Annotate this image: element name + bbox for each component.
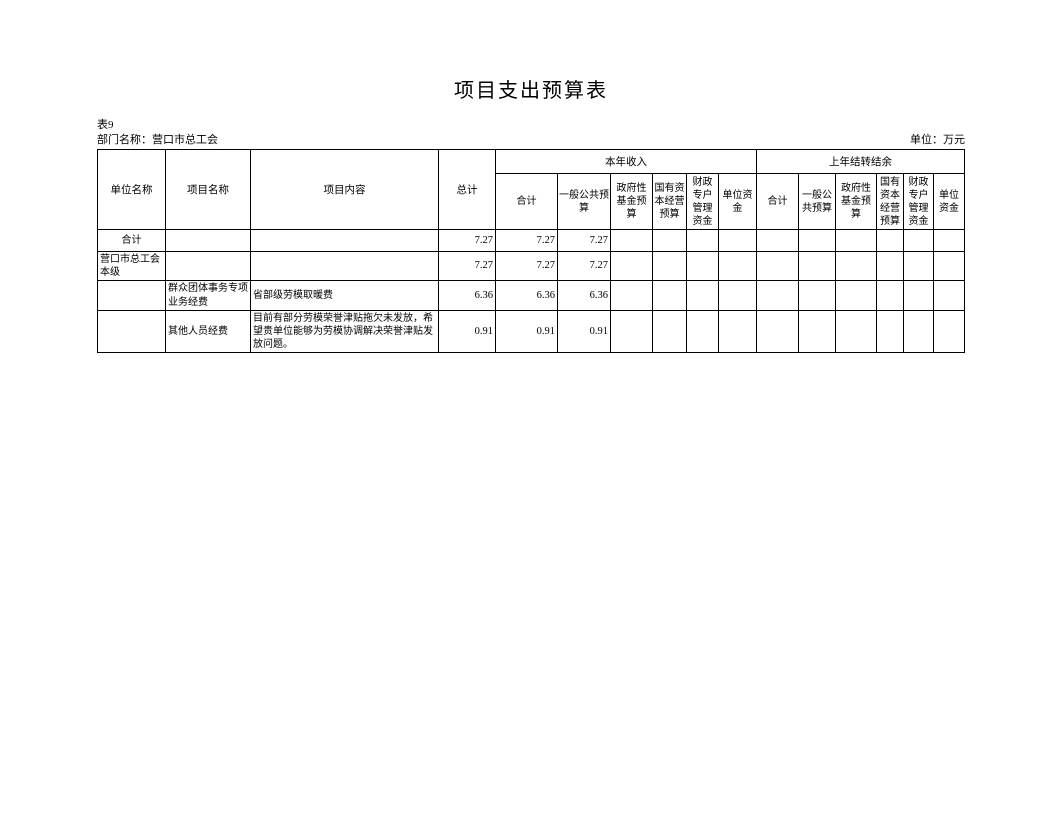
table-row-department-level: 营口市总工会本级 7.27 7.27 7.27 <box>97 250 965 282</box>
cell-cy-state-capital-budget <box>652 250 687 282</box>
cell-project-content: 目前有部分劳模荣誉津贴拖欠未发放，希望贵单位能够为劳模协调解决荣誉津贴发放问题。 <box>250 309 439 354</box>
page-title: 项目支出预算表 <box>454 80 608 102</box>
cell-py-unit-funds <box>933 309 965 354</box>
cell-py-fiscal-special-account <box>903 229 934 252</box>
cell-py-total <box>756 309 799 354</box>
cell-project-name: 群众团体事务专项业务经费 <box>165 280 251 311</box>
cell-py-total <box>756 229 799 252</box>
col-header-py-general-public-budget: 一般公共预算 <box>798 173 836 230</box>
cell-py-state-capital-budget <box>876 280 904 311</box>
cell-unit-name: 营口市总工会本级 <box>97 250 166 282</box>
col-header-cy-general-public-budget: 一般公共预算 <box>557 173 611 230</box>
cell-cy-state-capital-budget <box>652 229 687 252</box>
cell-py-total <box>756 280 799 311</box>
cell-cy-state-capital-budget <box>652 280 687 311</box>
budget-sheet: 项目支出预算表 表9 部门名称：营口市总工会 单位：万元 单位名称 项目名称 项… <box>97 0 965 354</box>
table-row-total: 合计 7.27 7.27 7.27 <box>97 229 965 252</box>
col-header-py-total: 合计 <box>756 173 799 230</box>
cell-project-name <box>165 250 251 282</box>
cell-unit-name <box>97 280 166 311</box>
cell-py-fiscal-special-account <box>903 250 934 282</box>
cell-project-content: 省部级劳模取暖费 <box>250 280 439 311</box>
department-name: 部门名称：营口市总工会 <box>97 134 218 146</box>
col-header-cy-govt-fund-budget: 政府性基金预算 <box>610 173 653 230</box>
cell-cy-fiscal-special-account <box>686 229 719 252</box>
col-header-grand-total: 总计 <box>438 149 496 230</box>
cell-cy-govt-fund-budget <box>610 280 653 311</box>
cell-cy-general-public-budget: 6.36 <box>557 280 611 311</box>
cell-project-content <box>250 250 439 282</box>
cell-project-name: 其他人员经费 <box>165 309 251 354</box>
cell-cy-general-public-budget: 7.27 <box>557 250 611 282</box>
cell-grand-total: 7.27 <box>438 250 496 282</box>
cell-py-govt-fund-budget <box>835 309 877 354</box>
cell-cy-total: 6.36 <box>495 280 558 311</box>
cell-unit-name: 合计 <box>97 229 166 252</box>
cell-grand-total: 7.27 <box>438 229 496 252</box>
cell-py-general-public-budget <box>798 229 836 252</box>
cell-py-total <box>756 250 799 282</box>
cell-cy-govt-fund-budget <box>610 250 653 282</box>
cell-py-fiscal-special-account <box>903 280 934 311</box>
cell-py-govt-fund-budget <box>835 229 877 252</box>
cell-cy-general-public-budget: 7.27 <box>557 229 611 252</box>
cell-py-state-capital-budget <box>876 309 904 354</box>
cell-cy-govt-fund-budget <box>610 229 653 252</box>
col-header-project-name: 项目名称 <box>165 149 251 230</box>
col-header-cy-state-capital-budget: 国有资本经营预算 <box>652 173 687 230</box>
cell-py-general-public-budget <box>798 250 836 282</box>
col-header-py-unit-funds: 单位资金 <box>933 173 965 230</box>
cell-py-unit-funds <box>933 229 965 252</box>
cell-cy-govt-fund-budget <box>610 309 653 354</box>
cell-py-general-public-budget <box>798 280 836 311</box>
cell-cy-total: 7.27 <box>495 250 558 282</box>
cell-cy-general-public-budget: 0.91 <box>557 309 611 354</box>
col-header-project-content: 项目内容 <box>250 149 439 230</box>
cell-cy-unit-funds <box>718 280 757 311</box>
cell-project-content <box>250 229 439 252</box>
col-header-cy-unit-funds: 单位资金 <box>718 173 757 230</box>
cell-py-govt-fund-budget <box>835 250 877 282</box>
unit-label: 单位：万元 <box>910 134 965 146</box>
col-header-py-fiscal-special-account: 财政专户管理资金 <box>903 173 934 230</box>
cell-cy-unit-funds <box>718 250 757 282</box>
col-group-prev-year-carryover: 上年结转结余 <box>756 149 965 174</box>
budget-table: 单位名称 项目名称 项目内容 总计 本年收入 上年结转结余 合计 一般公共预算 … <box>97 149 965 354</box>
cell-cy-total: 7.27 <box>495 229 558 252</box>
cell-py-fiscal-special-account <box>903 309 934 354</box>
col-header-cy-total: 合计 <box>495 173 558 230</box>
cell-py-unit-funds <box>933 250 965 282</box>
cell-unit-name <box>97 309 166 354</box>
cell-cy-fiscal-special-account <box>686 250 719 282</box>
cell-py-state-capital-budget <box>876 229 904 252</box>
cell-grand-total: 6.36 <box>438 280 496 311</box>
col-header-cy-fiscal-special-account: 财政专户管理资金 <box>686 173 719 230</box>
table-row-project-1: 群众团体事务专项业务经费 省部级劳模取暖费 6.36 6.36 6.36 <box>97 280 965 311</box>
table-row-project-2: 其他人员经费 目前有部分劳模荣誉津贴拖欠未发放，希望贵单位能够为劳模协调解决荣誉… <box>97 309 965 354</box>
cell-py-general-public-budget <box>798 309 836 354</box>
cell-cy-state-capital-budget <box>652 309 687 354</box>
cell-cy-fiscal-special-account <box>686 280 719 311</box>
col-header-py-govt-fund-budget: 政府性基金预算 <box>835 173 877 230</box>
cell-grand-total: 0.91 <box>438 309 496 354</box>
col-header-py-state-capital-budget: 国有资本经营预算 <box>876 173 904 230</box>
cell-cy-fiscal-special-account <box>686 309 719 354</box>
cell-cy-unit-funds <box>718 229 757 252</box>
cell-project-name <box>165 229 251 252</box>
cell-py-unit-funds <box>933 280 965 311</box>
cell-cy-unit-funds <box>718 309 757 354</box>
table-number: 表9 <box>97 119 114 131</box>
col-header-unit-name: 单位名称 <box>97 149 166 230</box>
meta-row: 部门名称：营口市总工会 单位：万元 <box>97 133 965 147</box>
cell-cy-total: 0.91 <box>495 309 558 354</box>
col-group-current-year-income: 本年收入 <box>495 149 757 174</box>
cell-py-govt-fund-budget <box>835 280 877 311</box>
cell-py-state-capital-budget <box>876 250 904 282</box>
